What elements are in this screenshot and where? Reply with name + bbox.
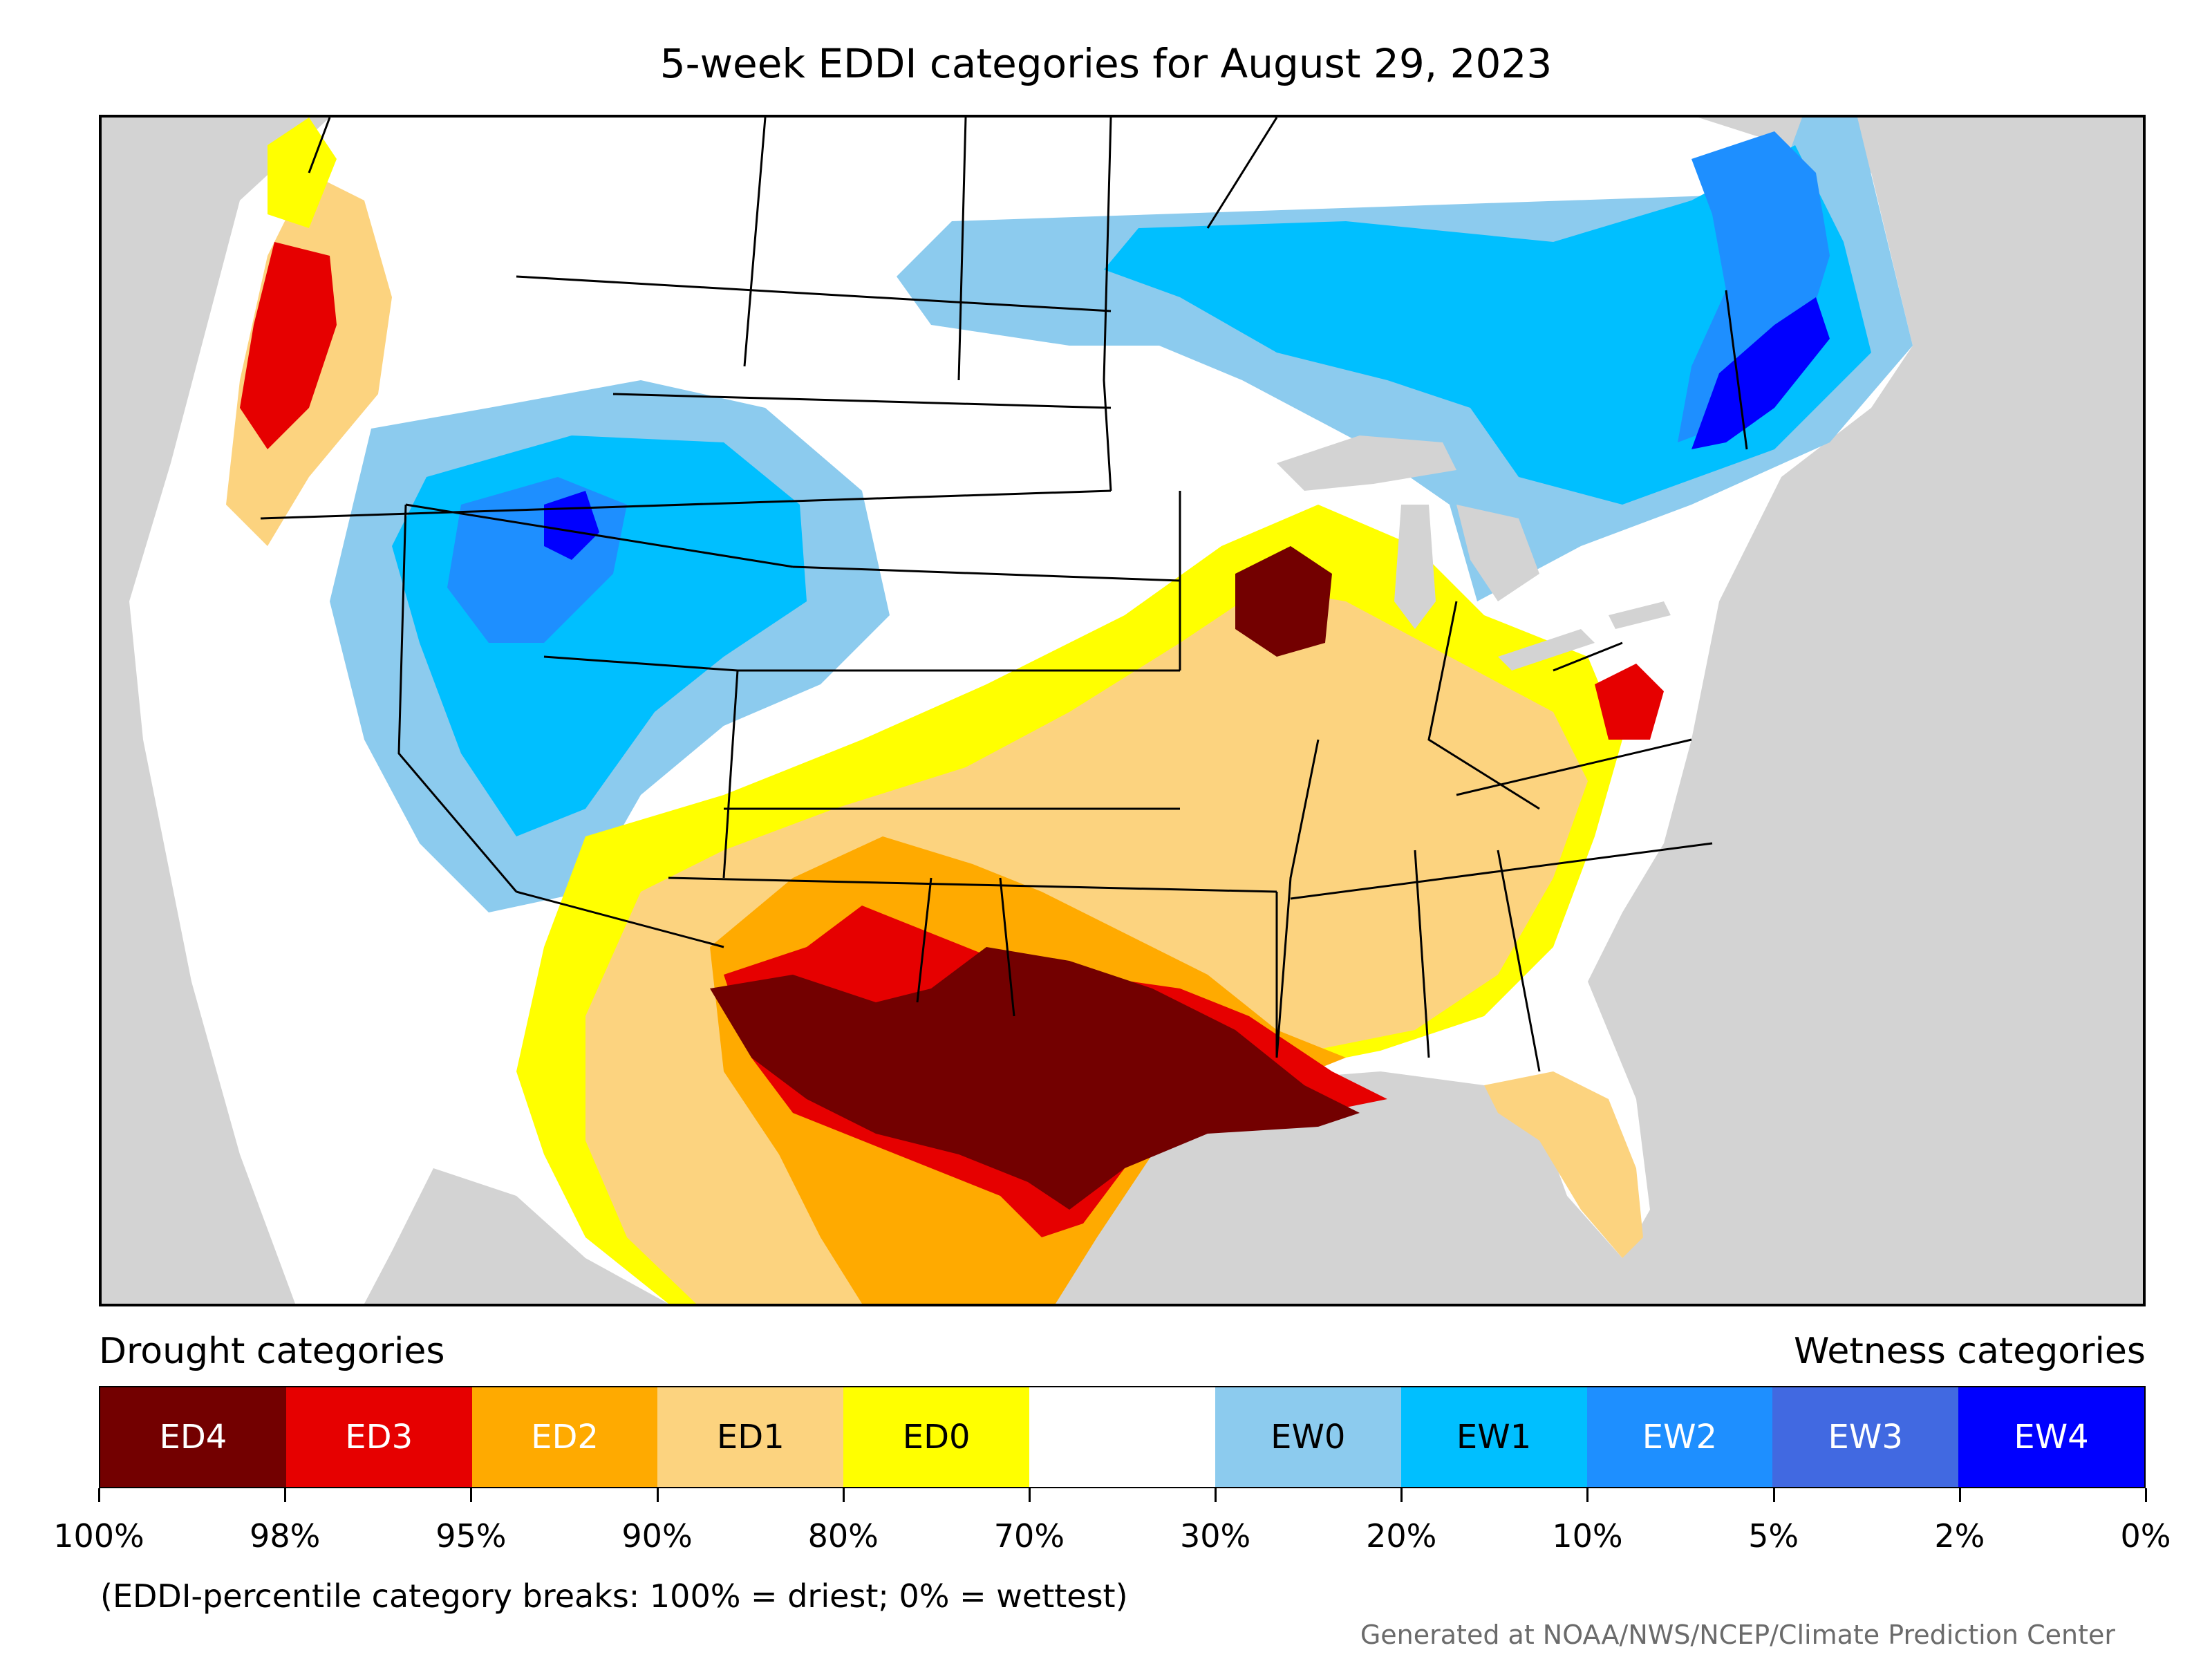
colorbar-tick: [1215, 1488, 1217, 1502]
dry-texas-ed4: [710, 947, 1360, 1210]
dry-pnw-ed3: [240, 242, 337, 449]
colorbar-segment: [1029, 1387, 1215, 1487]
colorbar-tick: [1400, 1488, 1403, 1502]
colorbar-tick: [1772, 1488, 1775, 1502]
colorbar-tick: [284, 1488, 287, 1502]
category-colorbar: ED4 ED3 ED2 ED1 ED0 EW0 EW1 EW2 EW3 EW4: [99, 1386, 2146, 1488]
colorbar-segment: ED2: [471, 1387, 658, 1487]
colorbar-segment: EW3: [1772, 1387, 1959, 1487]
colorbar-tick: [2145, 1488, 2147, 1502]
credit-line: Generated at NOAA/NWS/NCEP/Climate Predi…: [1360, 1620, 2115, 1650]
colorbar-tick-label: 70%: [993, 1517, 1065, 1555]
wet-canada-ew4: [1691, 297, 1830, 449]
colorbar-tick: [842, 1488, 845, 1502]
wetness-categories-heading: Wetness categories: [1794, 1331, 2146, 1372]
wet-canada-ew1: [1104, 145, 1871, 505]
wet-canada-ew2: [1678, 131, 1830, 442]
colorbar-tick-label: 80%: [807, 1517, 879, 1555]
colorbar-segment: EW1: [1400, 1387, 1587, 1487]
colorbar-tick: [1586, 1488, 1589, 1502]
colorbar-segment: ED1: [657, 1387, 844, 1487]
lake-huron: [1456, 505, 1539, 601]
map-title: 5-week EDDI categories for August 29, 20…: [659, 40, 1553, 87]
dry-virginia-ed3: [1595, 664, 1664, 740]
colorbar-tick: [1958, 1488, 1961, 1502]
state-borders: [260, 118, 1748, 1072]
lake-michigan: [1394, 505, 1436, 629]
colorbar-tick: [98, 1488, 100, 1502]
colorbar-tick-label: 100%: [53, 1517, 144, 1555]
lake-superior: [1277, 435, 1456, 491]
gulf-of-mexico: [1138, 1113, 1581, 1304]
colorbar-tick-label: 2%: [1934, 1517, 1985, 1555]
colorbar-tick-label: 10%: [1552, 1517, 1623, 1555]
colorbar-tick-label: 98%: [250, 1517, 321, 1555]
colorbar-tick-label: 90%: [621, 1517, 693, 1555]
colorbar-segment: EW0: [1215, 1387, 1401, 1487]
lake-ontario: [1609, 601, 1671, 629]
colorbar-ticks: [98, 1488, 2147, 1502]
colorbar-tick-label: 20%: [1366, 1517, 1437, 1555]
colorbar-tick: [1028, 1488, 1031, 1502]
colorbar-segment: EW4: [1958, 1387, 2144, 1487]
colorbar-segment: ED3: [285, 1387, 472, 1487]
colorbar-segment: ED4: [100, 1387, 286, 1487]
colorbar-tick-label: 5%: [1748, 1517, 1799, 1555]
lake-erie: [1498, 629, 1595, 671]
dry-florida-ed1: [1484, 1071, 1643, 1258]
colorbar-tick: [656, 1488, 659, 1502]
colorbar-tick-label: 30%: [1179, 1517, 1251, 1555]
category-footnote: (EDDI-percentile category breaks: 100% =…: [100, 1577, 1128, 1615]
colorbar-segment: EW2: [1586, 1387, 1773, 1487]
drought-categories-heading: Drought categories: [99, 1331, 445, 1372]
colorbar-segment: ED0: [843, 1387, 1030, 1487]
colorbar-tick-label: 0%: [2120, 1517, 2171, 1555]
eddi-map: [99, 115, 2146, 1306]
colorbar-tick: [470, 1488, 473, 1502]
conus-map-svg: [129, 118, 1913, 1304]
colorbar-tick-label: 95%: [435, 1517, 507, 1555]
dry-iowa-ed4: [1235, 546, 1332, 657]
